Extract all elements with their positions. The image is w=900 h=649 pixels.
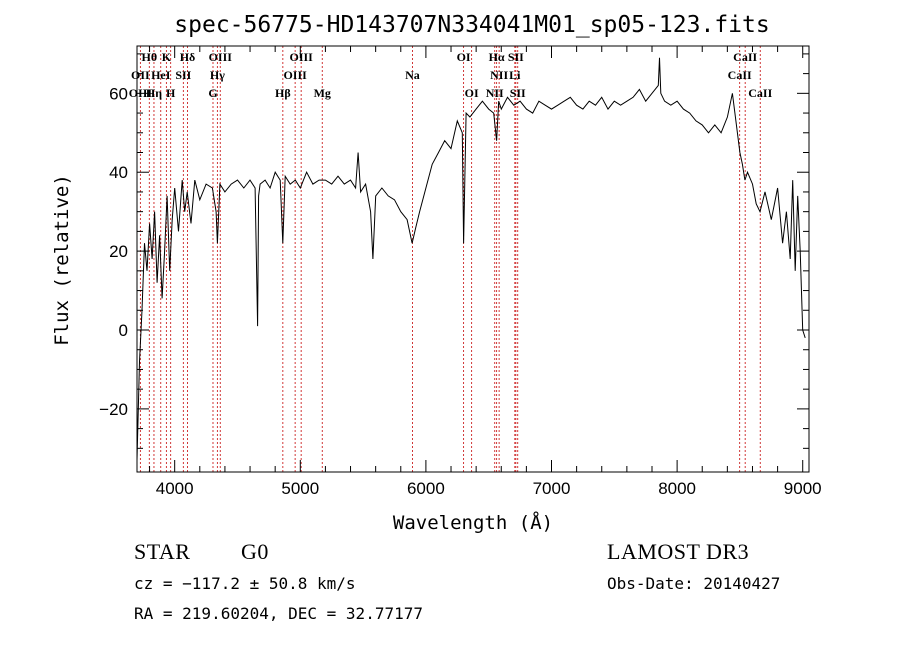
object-class: STAR — [134, 539, 191, 564]
y-axis-label: Flux (relative) — [51, 174, 73, 346]
spectral-line-label: Na — [405, 68, 420, 82]
x-axis-ticks: 4000 5000 6000 7000 8000 9000 — [149, 46, 822, 498]
x-tick-label: 6000 — [407, 479, 445, 498]
spectral-line-label: CaII — [733, 50, 757, 64]
spectral-line-label: OIII — [289, 50, 313, 64]
spectrum-series-line — [136, 57, 806, 461]
spectral-line-label: OI — [457, 50, 471, 64]
y-tick-label: 0 — [119, 321, 128, 340]
y-tick-label: −20 — [99, 400, 128, 419]
y-tick-label: 20 — [109, 242, 128, 261]
x-tick-label: 4000 — [156, 479, 194, 498]
spectral-line-label: NII — [486, 86, 504, 100]
y-tick-label: 40 — [109, 163, 128, 182]
x-tick-label: 8000 — [658, 479, 696, 498]
survey-name: LAMOST DR3 — [607, 539, 750, 564]
spectral-line-label: OII — [131, 68, 150, 82]
spectral-line-label: SII — [175, 68, 191, 82]
spectral-line-label: SII — [510, 86, 526, 100]
spectral-line-label: OIII — [209, 50, 233, 64]
spectral-line-markers — [139, 46, 761, 472]
plot-frame — [136, 45, 810, 473]
spectral-line-label: CaII — [728, 68, 752, 82]
spectral-line-label: CaII — [748, 86, 772, 100]
spectral-line-label: OIII — [283, 68, 307, 82]
object-subclass: G0 — [241, 539, 269, 564]
spectral-line-label: NII — [490, 68, 508, 82]
x-tick-label: 9000 — [784, 479, 822, 498]
observation-date: Obs-Date: 20140427 — [607, 574, 781, 593]
spectral-line-label: SII — [508, 50, 524, 64]
spectral-line-label: Mg — [314, 86, 331, 100]
spectral-line-label: Hα — [489, 50, 505, 64]
spectral-line-label: Hη — [146, 86, 162, 100]
x-axis-label: Wavelength (Å) — [393, 511, 553, 534]
redshift-cz: cz = −117.2 ± 50.8 km/s — [134, 574, 356, 593]
y-axis-ticks: −20 0 20 40 60 — [99, 53, 809, 449]
spectral-line-label: H — [166, 86, 176, 100]
x-tick-label: 7000 — [533, 479, 571, 498]
spectral-line-label: Hθ — [142, 50, 158, 64]
spectral-line-label: Hγ — [210, 68, 225, 82]
coordinates: RA = 219.60204, DEC = 32.77177 — [134, 604, 423, 623]
spectral-line-label: K — [162, 50, 172, 64]
spectral-line-label: Li — [509, 68, 521, 82]
x-tick-label: 5000 — [281, 479, 319, 498]
spectral-line-label: OI — [465, 86, 479, 100]
spectral-line-label: G — [208, 86, 217, 100]
spectral-line-label: HeI — [151, 68, 171, 82]
chart-title: spec-56775-HD143707N334041M01_sp05-123.f… — [174, 12, 769, 38]
spectral-line-label: Hβ — [275, 86, 291, 100]
y-tick-label: 60 — [109, 84, 128, 103]
spectral-line-label: Hδ — [180, 50, 196, 64]
